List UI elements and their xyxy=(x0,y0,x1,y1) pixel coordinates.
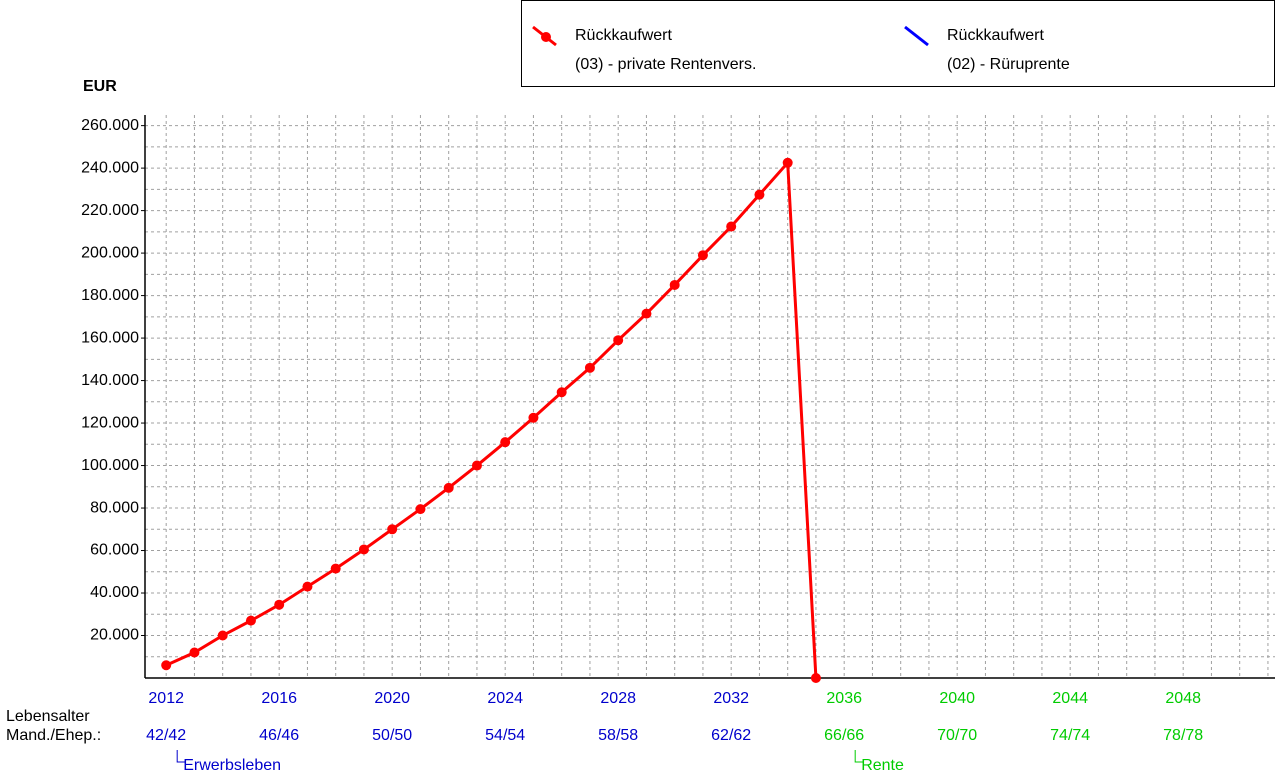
phase-marker xyxy=(854,750,864,763)
y-tick-label: 120.000 xyxy=(81,414,139,431)
y-tick-label: 260.000 xyxy=(81,117,139,134)
age-label: 46/46 xyxy=(259,727,299,744)
data-point xyxy=(500,437,511,448)
legend-label: Rückkaufwert xyxy=(947,27,1044,44)
legend-line xyxy=(904,25,929,47)
age-label: 62/62 xyxy=(711,727,751,744)
age-label: 42/42 xyxy=(146,727,186,744)
x-tick-label: 2012 xyxy=(148,690,184,707)
age-label: 50/50 xyxy=(372,727,412,744)
y-tick-label: 180.000 xyxy=(81,287,139,304)
phase-marker xyxy=(176,750,186,763)
y-axis-label: EUR xyxy=(83,78,117,95)
age-label: 74/74 xyxy=(1050,727,1090,744)
y-tick-label: 140.000 xyxy=(81,372,139,389)
data-point xyxy=(810,673,821,683)
data-point xyxy=(782,157,793,168)
x-tick-label: 2040 xyxy=(939,690,975,707)
data-point xyxy=(613,335,624,346)
data-point xyxy=(669,279,680,290)
x-tick-label: 2024 xyxy=(487,690,523,707)
data-point xyxy=(443,482,454,493)
data-point xyxy=(697,250,708,261)
data-point xyxy=(754,189,765,200)
data-point xyxy=(556,387,567,398)
phase-label: Rente xyxy=(861,757,904,773)
data-point xyxy=(161,660,172,671)
data-point xyxy=(189,647,200,658)
age-label: 66/66 xyxy=(824,727,864,744)
x-tick-label: 2036 xyxy=(826,690,862,707)
data-point xyxy=(330,563,341,574)
phase-label: Erwerbsleben xyxy=(183,757,281,773)
age-label: 54/54 xyxy=(485,727,525,744)
x-tick-label: 2020 xyxy=(374,690,410,707)
data-point xyxy=(217,630,228,641)
data-point xyxy=(302,581,313,592)
data-point xyxy=(415,504,426,515)
age-label: 70/70 xyxy=(937,727,977,744)
legend-box xyxy=(521,0,1275,87)
legend-description: (03) - private Rentenvers. xyxy=(575,56,756,73)
legend-description: (02) - Rüruprente xyxy=(947,56,1070,73)
legend-label: Rückkaufwert xyxy=(575,27,672,44)
y-tick-label: 160.000 xyxy=(81,329,139,346)
y-tick-label: 100.000 xyxy=(81,457,139,474)
series-line xyxy=(165,159,818,679)
age-row-label: Mand./Ehep.: xyxy=(6,727,101,744)
data-point xyxy=(584,362,595,373)
legend-marker xyxy=(541,32,551,42)
data-point xyxy=(471,460,482,471)
y-tick-label: 40.000 xyxy=(90,584,139,601)
y-tick-label: 200.000 xyxy=(81,244,139,261)
age-row-label: Lebensalter xyxy=(6,708,90,725)
age-label: 78/78 xyxy=(1163,727,1203,744)
x-tick-label: 2048 xyxy=(1165,690,1201,707)
x-tick-label: 2028 xyxy=(600,690,636,707)
data-point xyxy=(358,544,369,555)
x-tick-label: 2016 xyxy=(261,690,297,707)
x-tick-label: 2044 xyxy=(1052,690,1088,707)
data-point xyxy=(641,308,652,319)
y-tick-label: 60.000 xyxy=(90,542,139,559)
data-point xyxy=(528,412,539,423)
y-tick-label: 20.000 xyxy=(90,627,139,644)
data-point xyxy=(387,524,398,535)
y-tick-label: 220.000 xyxy=(81,202,139,219)
data-point xyxy=(245,615,256,626)
y-tick-label: 240.000 xyxy=(81,159,139,176)
age-label: 58/58 xyxy=(598,727,638,744)
y-tick-label: 80.000 xyxy=(90,499,139,516)
x-tick-label: 2032 xyxy=(713,690,749,707)
data-point xyxy=(274,599,285,610)
data-point xyxy=(726,221,737,232)
